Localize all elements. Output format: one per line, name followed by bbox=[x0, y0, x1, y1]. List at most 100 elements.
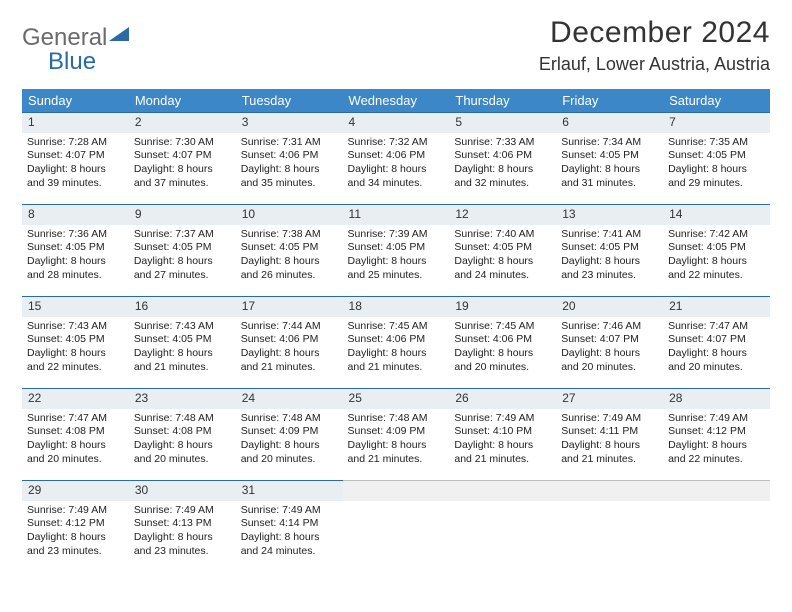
sunset-line: Sunset: 4:06 PM bbox=[241, 149, 338, 163]
sunset-line: Sunset: 4:13 PM bbox=[134, 517, 231, 531]
header-row: General Blue December 2024 Erlauf, Lower… bbox=[22, 18, 770, 75]
daylight-line1: Daylight: 8 hours bbox=[561, 439, 658, 453]
daylight-line2: and 20 minutes. bbox=[27, 453, 124, 467]
daylight-line2: and 24 minutes. bbox=[454, 269, 551, 283]
logo: General Blue bbox=[22, 24, 131, 74]
day-header: Sunday bbox=[22, 89, 129, 112]
calendar-cell: 31Sunrise: 7:49 AMSunset: 4:14 PMDayligh… bbox=[236, 480, 343, 572]
daylight-line1: Daylight: 8 hours bbox=[668, 347, 765, 361]
sunrise-line: Sunrise: 7:38 AM bbox=[241, 228, 338, 242]
daylight-line1: Daylight: 8 hours bbox=[27, 347, 124, 361]
sunrise-line: Sunrise: 7:35 AM bbox=[668, 136, 765, 150]
logo-triangle-icon bbox=[109, 24, 131, 48]
sunrise-line: Sunrise: 7:49 AM bbox=[27, 504, 124, 518]
sunrise-line: Sunrise: 7:28 AM bbox=[27, 136, 124, 150]
sunrise-line: Sunrise: 7:46 AM bbox=[561, 320, 658, 334]
title-block: December 2024 Erlauf, Lower Austria, Aus… bbox=[539, 16, 770, 75]
sunrise-line: Sunrise: 7:49 AM bbox=[668, 412, 765, 426]
day-number: 13 bbox=[556, 204, 663, 225]
daylight-line1: Daylight: 8 hours bbox=[134, 163, 231, 177]
daylight-line2: and 21 minutes. bbox=[348, 361, 445, 375]
day-content: Sunrise: 7:49 AMSunset: 4:12 PMDaylight:… bbox=[22, 501, 129, 593]
daylight-line2: and 26 minutes. bbox=[241, 269, 338, 283]
day-number: 8 bbox=[22, 204, 129, 225]
sunset-line: Sunset: 4:05 PM bbox=[668, 149, 765, 163]
daylight-line1: Daylight: 8 hours bbox=[348, 439, 445, 453]
day-number: 11 bbox=[343, 204, 450, 225]
calendar-cell: 27Sunrise: 7:49 AMSunset: 4:11 PMDayligh… bbox=[556, 388, 663, 480]
day-content: Sunrise: 7:49 AMSunset: 4:14 PMDaylight:… bbox=[236, 501, 343, 593]
daylight-line2: and 22 minutes. bbox=[27, 361, 124, 375]
daylight-line1: Daylight: 8 hours bbox=[668, 439, 765, 453]
calendar-cell: 29Sunrise: 7:49 AMSunset: 4:12 PMDayligh… bbox=[22, 480, 129, 572]
logo-word2: Blue bbox=[48, 48, 96, 75]
day-number: 21 bbox=[663, 296, 770, 317]
calendar-cell: 3Sunrise: 7:31 AMSunset: 4:06 PMDaylight… bbox=[236, 112, 343, 204]
daylight-line1: Daylight: 8 hours bbox=[241, 163, 338, 177]
sunset-line: Sunset: 4:05 PM bbox=[348, 241, 445, 255]
sunset-line: Sunset: 4:05 PM bbox=[561, 241, 658, 255]
day-number: 28 bbox=[663, 388, 770, 409]
sunset-line: Sunset: 4:09 PM bbox=[241, 425, 338, 439]
sunrise-line: Sunrise: 7:47 AM bbox=[668, 320, 765, 334]
calendar-cell: 2Sunrise: 7:30 AMSunset: 4:07 PMDaylight… bbox=[129, 112, 236, 204]
daylight-line2: and 20 minutes. bbox=[668, 361, 765, 375]
sunrise-line: Sunrise: 7:47 AM bbox=[27, 412, 124, 426]
calendar-row: 8Sunrise: 7:36 AMSunset: 4:05 PMDaylight… bbox=[22, 204, 770, 296]
calendar-cell: 6Sunrise: 7:34 AMSunset: 4:05 PMDaylight… bbox=[556, 112, 663, 204]
day-number: 24 bbox=[236, 388, 343, 409]
sunset-line: Sunset: 4:08 PM bbox=[134, 425, 231, 439]
day-number: 1 bbox=[22, 112, 129, 133]
sunset-line: Sunset: 4:14 PM bbox=[241, 517, 338, 531]
page-subtitle: Erlauf, Lower Austria, Austria bbox=[539, 54, 770, 75]
daylight-line1: Daylight: 8 hours bbox=[454, 439, 551, 453]
sunrise-line: Sunrise: 7:33 AM bbox=[454, 136, 551, 150]
daylight-line1: Daylight: 8 hours bbox=[134, 255, 231, 269]
day-number: 23 bbox=[129, 388, 236, 409]
empty-day-content bbox=[449, 501, 556, 593]
sunset-line: Sunset: 4:12 PM bbox=[27, 517, 124, 531]
sunrise-line: Sunrise: 7:48 AM bbox=[348, 412, 445, 426]
calendar-cell: 20Sunrise: 7:46 AMSunset: 4:07 PMDayligh… bbox=[556, 296, 663, 388]
empty-day-header bbox=[556, 480, 663, 501]
day-number: 18 bbox=[343, 296, 450, 317]
sunset-line: Sunset: 4:05 PM bbox=[561, 149, 658, 163]
day-header: Thursday bbox=[449, 89, 556, 112]
daylight-line1: Daylight: 8 hours bbox=[134, 347, 231, 361]
daylight-line1: Daylight: 8 hours bbox=[241, 255, 338, 269]
daylight-line2: and 32 minutes. bbox=[454, 177, 551, 191]
sunrise-line: Sunrise: 7:49 AM bbox=[241, 504, 338, 518]
day-number: 5 bbox=[449, 112, 556, 133]
day-number: 3 bbox=[236, 112, 343, 133]
calendar-row: 29Sunrise: 7:49 AMSunset: 4:12 PMDayligh… bbox=[22, 480, 770, 572]
daylight-line2: and 21 minutes. bbox=[241, 361, 338, 375]
day-number: 16 bbox=[129, 296, 236, 317]
day-number: 2 bbox=[129, 112, 236, 133]
daylight-line2: and 28 minutes. bbox=[27, 269, 124, 283]
daylight-line2: and 20 minutes. bbox=[241, 453, 338, 467]
day-number: 15 bbox=[22, 296, 129, 317]
day-number: 17 bbox=[236, 296, 343, 317]
calendar-cell: 25Sunrise: 7:48 AMSunset: 4:09 PMDayligh… bbox=[343, 388, 450, 480]
day-number: 22 bbox=[22, 388, 129, 409]
sunrise-line: Sunrise: 7:42 AM bbox=[668, 228, 765, 242]
empty-day-content bbox=[343, 501, 450, 593]
calendar-cell: 28Sunrise: 7:49 AMSunset: 4:12 PMDayligh… bbox=[663, 388, 770, 480]
daylight-line2: and 37 minutes. bbox=[134, 177, 231, 191]
daylight-line2: and 39 minutes. bbox=[27, 177, 124, 191]
sunrise-line: Sunrise: 7:43 AM bbox=[27, 320, 124, 334]
sunset-line: Sunset: 4:06 PM bbox=[348, 149, 445, 163]
day-header: Monday bbox=[129, 89, 236, 112]
sunset-line: Sunset: 4:05 PM bbox=[134, 333, 231, 347]
calendar-cell bbox=[556, 480, 663, 572]
calendar-cell: 17Sunrise: 7:44 AMSunset: 4:06 PMDayligh… bbox=[236, 296, 343, 388]
daylight-line2: and 20 minutes. bbox=[134, 453, 231, 467]
empty-day-header bbox=[449, 480, 556, 501]
daylight-line1: Daylight: 8 hours bbox=[348, 255, 445, 269]
calendar-cell: 21Sunrise: 7:47 AMSunset: 4:07 PMDayligh… bbox=[663, 296, 770, 388]
daylight-line2: and 21 minutes. bbox=[561, 453, 658, 467]
daylight-line2: and 23 minutes. bbox=[27, 545, 124, 559]
sunset-line: Sunset: 4:10 PM bbox=[454, 425, 551, 439]
sunrise-line: Sunrise: 7:48 AM bbox=[241, 412, 338, 426]
sunset-line: Sunset: 4:05 PM bbox=[134, 241, 231, 255]
